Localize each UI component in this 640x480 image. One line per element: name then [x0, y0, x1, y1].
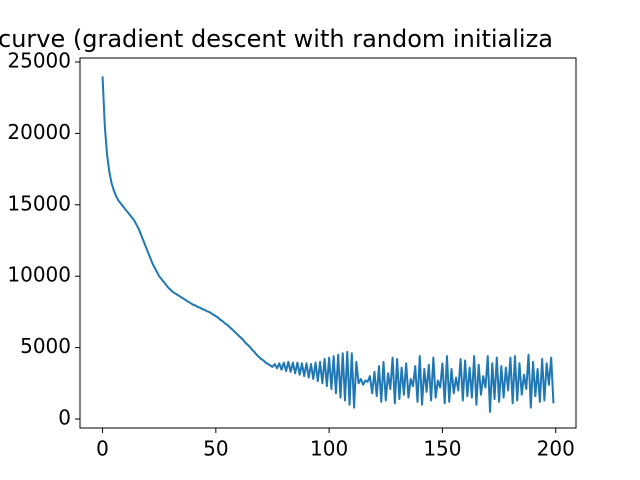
chart-title: curve (gradient descent with random init… [0, 25, 553, 53]
y-tick-label: 20000 [7, 120, 71, 144]
y-tick-label: 25000 [7, 48, 71, 72]
data-line [101, 76, 555, 413]
plot-frame [79, 57, 577, 429]
y-tick-label: 5000 [20, 334, 71, 358]
x-tick-label: 200 [537, 437, 575, 461]
y-tick-label: 0 [58, 406, 71, 430]
y-tick-label: 10000 [7, 263, 71, 287]
x-tick-label: 150 [423, 437, 461, 461]
x-tick-label: 0 [96, 437, 109, 461]
y-tick-label: 15000 [7, 191, 71, 215]
x-tick-label: 100 [310, 437, 348, 461]
x-tick-label: 50 [203, 437, 228, 461]
